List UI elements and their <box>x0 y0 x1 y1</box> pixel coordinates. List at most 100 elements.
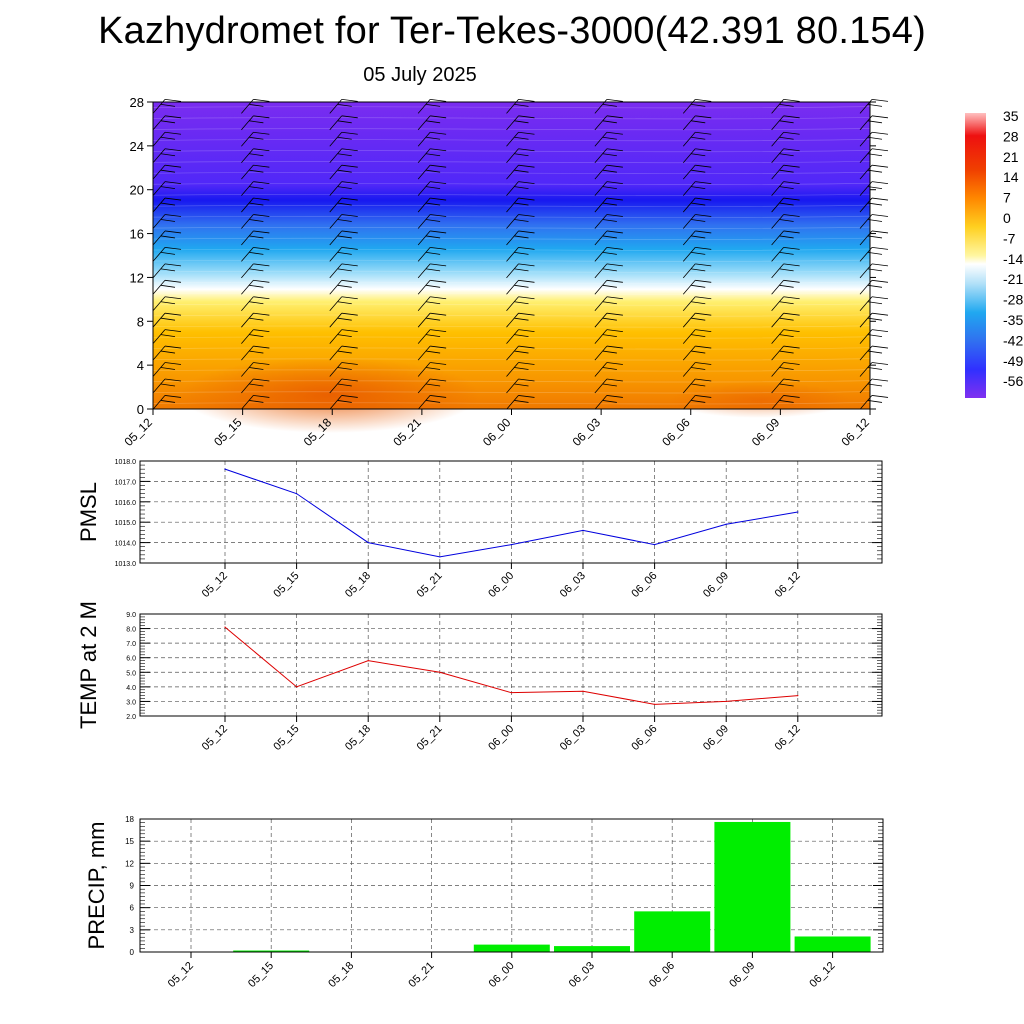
wind-barb <box>602 350 617 354</box>
wind-barb <box>337 136 352 140</box>
precip-bar <box>634 911 711 952</box>
wind-barb <box>606 230 623 234</box>
x-tick-label: 06_12 <box>773 570 803 600</box>
wind-barb <box>241 378 254 394</box>
x-tick-label: 06_06 <box>647 960 677 990</box>
wind-barb <box>602 153 617 157</box>
wind-barb <box>771 296 784 312</box>
y-tick-label: 1014.0 <box>115 541 137 548</box>
wind-barb <box>152 395 166 410</box>
y-tick-label: 0 <box>130 948 135 957</box>
wind-barb <box>602 400 617 403</box>
wind-barb <box>691 252 706 255</box>
y-tick-label: 4 <box>137 358 144 373</box>
wind-barb <box>783 247 800 250</box>
wind-barb <box>337 252 352 255</box>
wind-barb <box>341 378 358 382</box>
wind-barb <box>337 367 352 370</box>
wind-barb <box>417 395 431 410</box>
wind-barb <box>426 367 441 370</box>
wind-barb <box>506 230 519 246</box>
wind-barb <box>594 263 608 279</box>
wind-barb <box>518 378 535 382</box>
pmsl-point <box>367 542 369 544</box>
wind-barb <box>249 120 264 124</box>
wind-barb <box>160 219 176 222</box>
wind-barb <box>514 235 529 239</box>
wind-barb <box>341 98 358 102</box>
wind-barb <box>518 362 535 365</box>
wind-barb <box>602 235 617 239</box>
wind-barb <box>249 301 264 305</box>
wind-barb <box>160 268 176 272</box>
wind-barb <box>241 164 254 180</box>
contour-line <box>152 204 871 207</box>
wind-barb <box>329 247 343 262</box>
wind-barb <box>518 115 535 119</box>
wind-barb <box>430 279 447 283</box>
x-tick-label: 05_15 <box>246 960 276 990</box>
wind-barb <box>871 164 889 168</box>
y-tick-label: 3.0 <box>126 699 136 706</box>
wind-barb <box>341 345 358 349</box>
wind-barb <box>779 350 794 354</box>
wind-barb <box>514 400 529 403</box>
wind-barb <box>691 219 706 222</box>
wind-barb <box>417 132 431 147</box>
contour-line <box>152 237 871 240</box>
wind-barb <box>241 312 254 328</box>
wind-barb <box>426 186 441 190</box>
wind-barb <box>417 115 431 131</box>
wind-barb <box>695 395 712 398</box>
wind-barb <box>426 350 441 354</box>
wind-barb <box>241 230 254 246</box>
x-tick-label: 06_06 <box>629 570 659 600</box>
wind-barb <box>682 181 696 196</box>
wind-barb <box>160 284 176 288</box>
warm-region <box>180 357 480 433</box>
wind-barb <box>417 362 431 377</box>
wind-barb <box>329 230 343 246</box>
contour-line <box>152 171 871 175</box>
wind-barb <box>426 301 441 305</box>
wind-barb <box>606 263 623 267</box>
wind-barb <box>779 367 794 370</box>
wind-barb <box>783 378 800 382</box>
x-tick-label: 05_12 <box>121 415 155 449</box>
wind-barb <box>426 202 441 206</box>
wind-barb <box>779 334 794 338</box>
wind-barb <box>783 345 800 349</box>
wind-barb <box>594 214 608 229</box>
wind-barb <box>606 362 623 365</box>
wind-barb <box>430 98 447 102</box>
wind-barb <box>164 197 182 201</box>
wind-barb <box>417 329 431 344</box>
x-tick-label: 06_06 <box>659 415 693 449</box>
wind-barb <box>249 334 264 338</box>
wind-barb <box>506 214 519 229</box>
wind-barb <box>430 181 447 185</box>
wind-barb <box>514 219 529 222</box>
wind-barb <box>160 169 176 173</box>
wind-barb <box>691 367 706 370</box>
wind-barb <box>506 132 519 147</box>
x-tick-label: 05_18 <box>326 960 356 990</box>
wind-barb <box>160 120 176 124</box>
wind-barb <box>337 169 352 173</box>
wind-barb <box>682 214 696 229</box>
wind-barb <box>152 197 166 213</box>
wind-barb <box>249 153 264 157</box>
wind-barb <box>783 329 800 333</box>
wind-barb <box>594 329 608 344</box>
temp2m-point <box>797 695 799 697</box>
wind-barb <box>783 279 800 283</box>
wind-barb <box>514 103 529 107</box>
wind-barb <box>518 131 535 135</box>
wind-barb <box>337 400 352 403</box>
x-tick-label: 06_00 <box>486 570 516 600</box>
wind-barb <box>329 280 343 295</box>
wind-barb <box>430 362 447 365</box>
wind-barb <box>682 115 696 131</box>
wind-barb <box>164 279 182 283</box>
wind-barb <box>771 197 784 213</box>
